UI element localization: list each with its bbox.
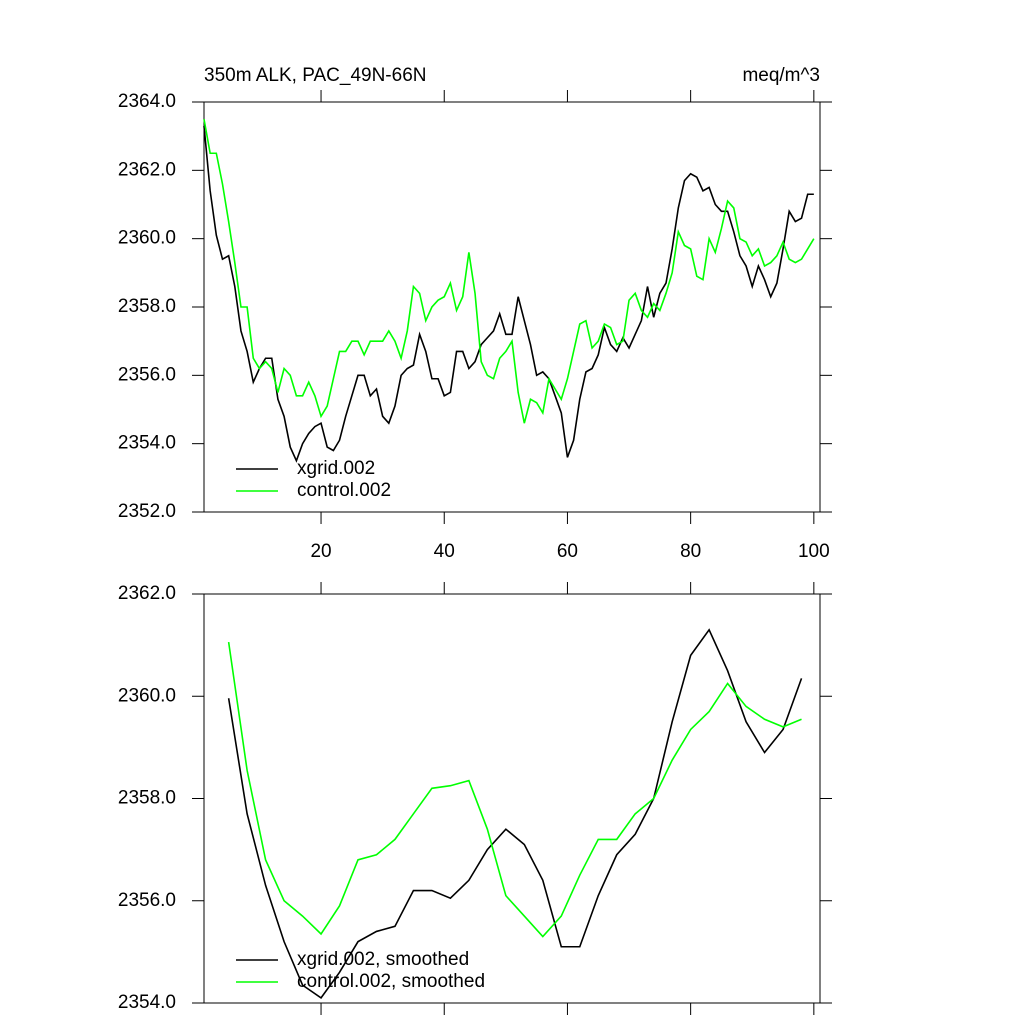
- data-line: [227, 641, 802, 938]
- legend-label: control.002: [297, 480, 391, 501]
- y-tick-label: 2364.0: [118, 91, 176, 112]
- x-tick-label: 100: [798, 541, 830, 562]
- y-tick-label: 2356.0: [118, 890, 176, 911]
- y-tick-label: 2360.0: [118, 228, 176, 249]
- units-label: meq/m^3: [742, 65, 820, 86]
- legend-label: xgrid.002: [297, 458, 375, 479]
- data-line: [203, 118, 815, 424]
- plot-frame: [203, 101, 821, 513]
- x-tick-label: 20: [310, 541, 331, 562]
- data-line: [203, 125, 814, 463]
- x-tick-label: 80: [680, 541, 701, 562]
- x-tick-label: 40: [434, 541, 455, 562]
- y-tick-label: 2354.0: [118, 992, 176, 1013]
- data-line: [227, 628, 803, 999]
- legend-label: xgrid.002, smoothed: [297, 949, 469, 970]
- y-tick-label: 2358.0: [118, 788, 176, 809]
- y-tick-label: 2352.0: [118, 501, 176, 522]
- chart-title: 350m ALK, PAC_49N-66N: [204, 65, 427, 86]
- plot-frame: [203, 593, 821, 1004]
- y-tick-label: 2354.0: [118, 433, 176, 454]
- x-tick-label: 60: [557, 541, 578, 562]
- y-tick-label: 2360.0: [118, 685, 176, 706]
- legend-label: control.002, smoothed: [297, 971, 485, 992]
- y-tick-label: 2362.0: [118, 583, 176, 604]
- y-tick-label: 2362.0: [118, 159, 176, 180]
- y-tick-label: 2358.0: [118, 296, 176, 317]
- y-tick-label: 2356.0: [118, 364, 176, 385]
